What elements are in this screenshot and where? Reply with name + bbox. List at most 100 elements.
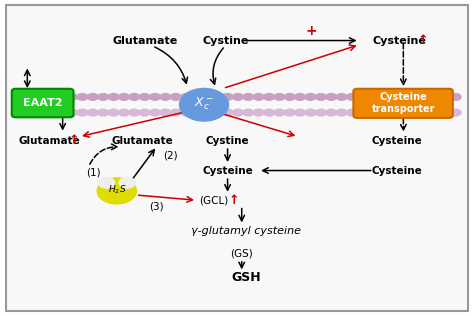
- Circle shape: [149, 108, 161, 117]
- Circle shape: [76, 108, 89, 117]
- Circle shape: [118, 177, 136, 188]
- Circle shape: [439, 93, 451, 101]
- Circle shape: [211, 108, 223, 117]
- Circle shape: [76, 93, 89, 101]
- Circle shape: [87, 108, 99, 117]
- Circle shape: [315, 108, 327, 117]
- Circle shape: [273, 93, 285, 101]
- Circle shape: [253, 108, 265, 117]
- Circle shape: [201, 93, 213, 101]
- Circle shape: [180, 108, 192, 117]
- Circle shape: [398, 93, 410, 101]
- Circle shape: [97, 93, 109, 101]
- Text: γ-glutamyl cysteine: γ-glutamyl cysteine: [191, 226, 301, 236]
- Circle shape: [97, 178, 137, 204]
- Circle shape: [387, 93, 400, 101]
- Text: (GCL): (GCL): [199, 195, 228, 205]
- Circle shape: [25, 108, 36, 117]
- Circle shape: [408, 108, 420, 117]
- Text: EAAT2: EAAT2: [23, 98, 63, 108]
- Circle shape: [283, 93, 296, 101]
- FancyBboxPatch shape: [12, 89, 73, 117]
- Circle shape: [159, 108, 172, 117]
- Circle shape: [108, 93, 119, 101]
- Text: (GS): (GS): [230, 248, 253, 258]
- Circle shape: [98, 177, 115, 188]
- Circle shape: [408, 93, 420, 101]
- Circle shape: [87, 93, 99, 101]
- Text: Cysteine: Cysteine: [372, 136, 423, 146]
- Circle shape: [439, 108, 451, 117]
- Text: $X_c^-$: $X_c^-$: [194, 96, 214, 112]
- Circle shape: [449, 108, 462, 117]
- Circle shape: [45, 108, 57, 117]
- Circle shape: [211, 93, 223, 101]
- Circle shape: [253, 93, 265, 101]
- Text: ↑: ↑: [418, 34, 428, 47]
- Circle shape: [14, 108, 27, 117]
- Text: Cysteine
transporter: Cysteine transporter: [372, 92, 435, 114]
- Text: Cysteine: Cysteine: [373, 35, 427, 46]
- Circle shape: [419, 108, 431, 117]
- Circle shape: [138, 93, 151, 101]
- Circle shape: [191, 108, 202, 117]
- Circle shape: [221, 108, 234, 117]
- Circle shape: [35, 93, 47, 101]
- Circle shape: [429, 93, 441, 101]
- Circle shape: [159, 93, 172, 101]
- Circle shape: [118, 93, 130, 101]
- Circle shape: [14, 93, 27, 101]
- Text: Glutamate: Glutamate: [112, 136, 173, 146]
- Circle shape: [377, 93, 389, 101]
- Circle shape: [387, 108, 400, 117]
- Circle shape: [191, 93, 202, 101]
- Circle shape: [294, 93, 306, 101]
- FancyBboxPatch shape: [6, 4, 468, 312]
- Text: Glutamate: Glutamate: [112, 35, 178, 46]
- Text: Cystine: Cystine: [206, 136, 249, 146]
- Circle shape: [242, 93, 255, 101]
- Circle shape: [118, 108, 130, 117]
- Circle shape: [429, 108, 441, 117]
- Text: Cysteine: Cysteine: [372, 166, 423, 175]
- Circle shape: [55, 108, 68, 117]
- Circle shape: [336, 108, 348, 117]
- Text: +: +: [306, 24, 317, 38]
- Circle shape: [201, 108, 213, 117]
- Text: ↑: ↑: [68, 134, 79, 147]
- Text: $H_2S$: $H_2S$: [108, 184, 126, 196]
- Circle shape: [66, 108, 78, 117]
- Circle shape: [419, 93, 431, 101]
- Text: Cystine: Cystine: [202, 35, 248, 46]
- Circle shape: [149, 93, 161, 101]
- Text: GSH: GSH: [232, 271, 261, 284]
- Circle shape: [138, 108, 151, 117]
- Circle shape: [232, 93, 244, 101]
- Circle shape: [242, 108, 255, 117]
- Text: ↑: ↑: [229, 194, 239, 207]
- Circle shape: [55, 93, 68, 101]
- Circle shape: [170, 93, 182, 101]
- Circle shape: [304, 93, 317, 101]
- Circle shape: [377, 108, 389, 117]
- Circle shape: [325, 93, 337, 101]
- Circle shape: [356, 93, 368, 101]
- Text: Cysteine: Cysteine: [202, 166, 253, 175]
- Circle shape: [263, 93, 275, 101]
- Circle shape: [346, 108, 358, 117]
- Circle shape: [346, 93, 358, 101]
- Circle shape: [25, 93, 36, 101]
- Circle shape: [221, 93, 234, 101]
- Circle shape: [336, 93, 348, 101]
- Circle shape: [180, 88, 228, 121]
- Circle shape: [97, 108, 109, 117]
- Text: (1): (1): [86, 167, 100, 177]
- Text: (3): (3): [149, 202, 163, 211]
- Circle shape: [232, 108, 244, 117]
- Circle shape: [294, 108, 306, 117]
- Circle shape: [449, 93, 462, 101]
- Circle shape: [128, 108, 140, 117]
- Circle shape: [128, 93, 140, 101]
- Circle shape: [315, 93, 327, 101]
- Circle shape: [304, 108, 317, 117]
